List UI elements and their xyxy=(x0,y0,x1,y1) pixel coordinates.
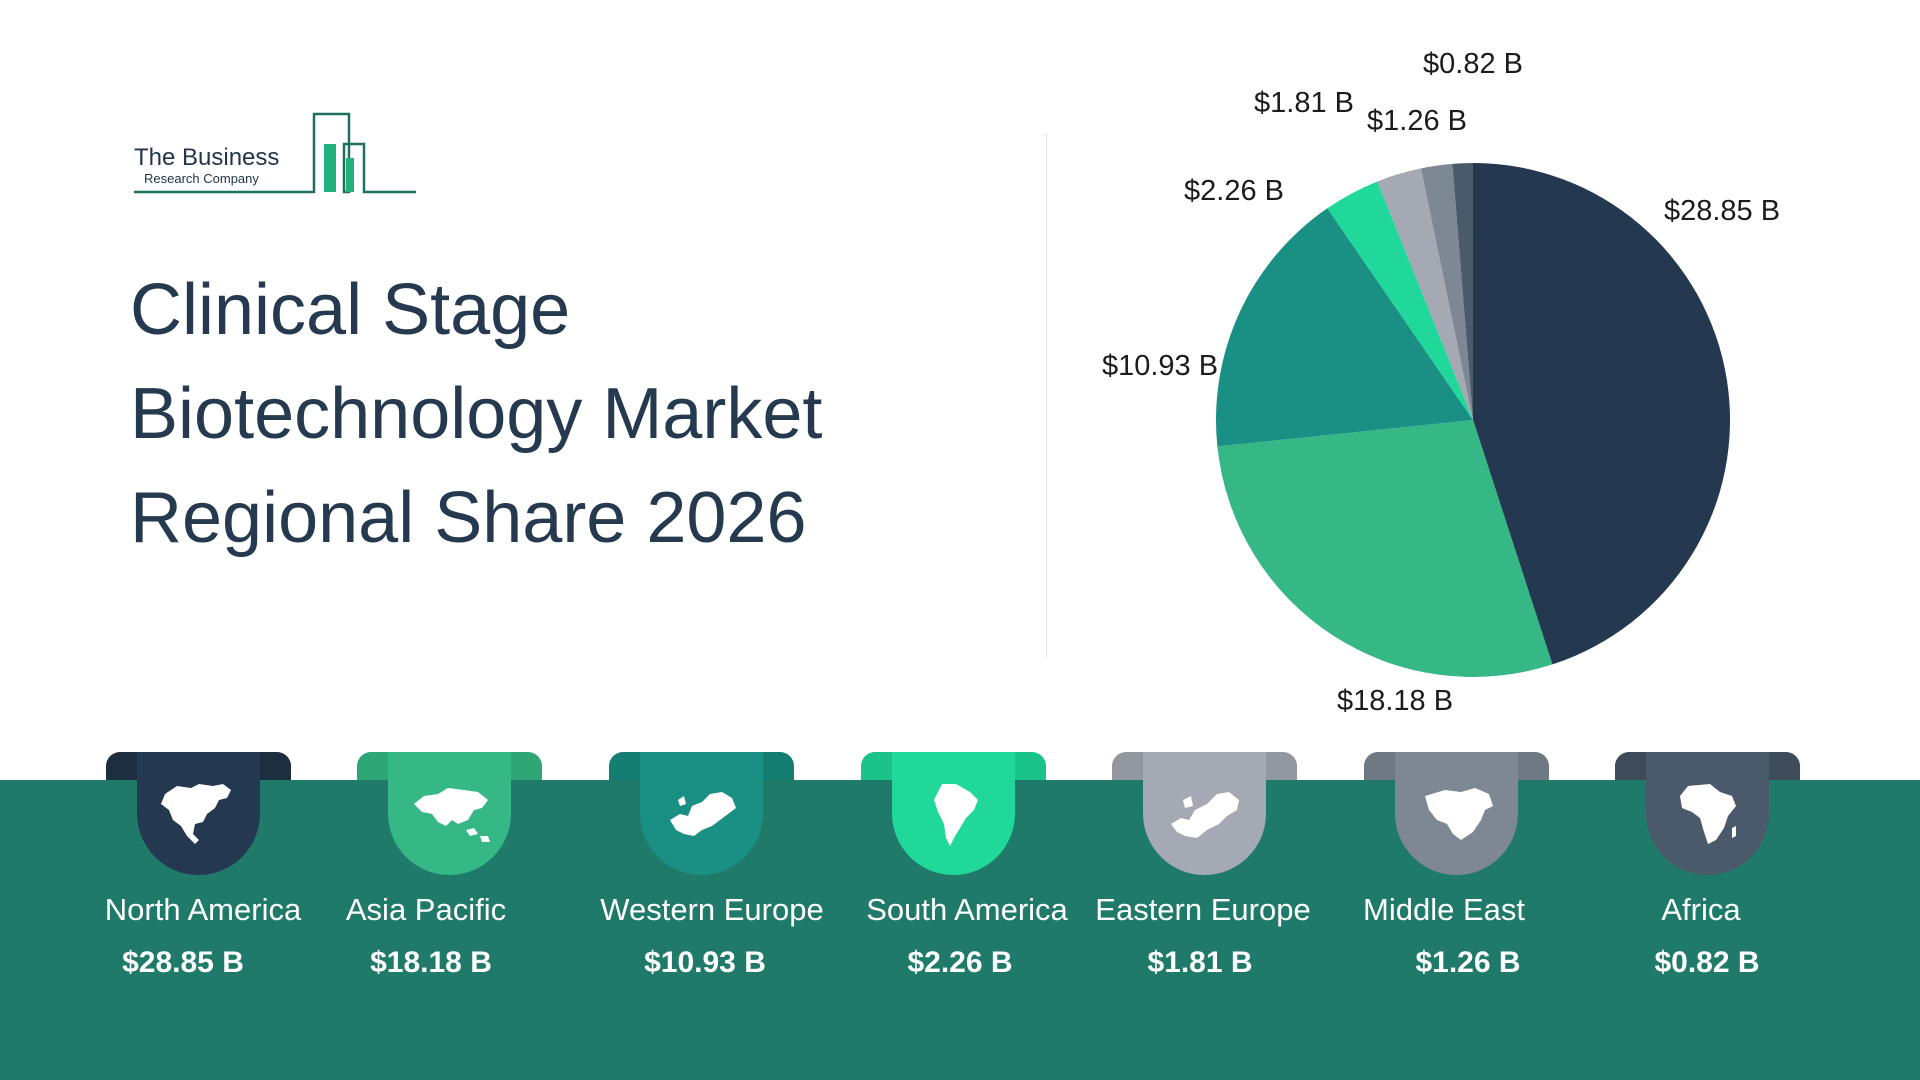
logo-bar-left xyxy=(324,144,336,192)
pie-slice-asia-pacific xyxy=(1217,420,1553,678)
region-name-north-america: North America xyxy=(104,892,302,927)
region-card-eastern-europe xyxy=(1112,752,1297,875)
pie-label-africa: $0.82 B xyxy=(1423,48,1523,80)
region-name-asia-pacific: Asia Pacific xyxy=(345,892,507,927)
region-badge xyxy=(388,752,511,875)
pie-slices xyxy=(1216,163,1731,678)
region-card-south-america xyxy=(861,752,1046,875)
middle-east-map-icon xyxy=(1424,787,1493,840)
pie-label-western-europe: $10.93 B xyxy=(1102,350,1218,382)
region-card-north-america xyxy=(106,752,291,875)
pie-slice-western-europe xyxy=(1216,208,1473,447)
region-badge xyxy=(1646,752,1769,875)
region-card-asia-pacific xyxy=(357,752,542,875)
region-name-africa: Africa xyxy=(1661,892,1741,927)
region-name-eastern-europe: Eastern Europe xyxy=(1095,892,1311,927)
company-logo xyxy=(134,112,416,194)
logo-company-name: The Business xyxy=(134,144,280,171)
region-value-africa: $0.82 B xyxy=(1654,946,1760,979)
pie-label-south-america: $2.26 B xyxy=(1184,175,1284,207)
region-name-middle-east: Middle East xyxy=(1363,892,1525,927)
logo-company-subtitle: Research Company xyxy=(144,171,259,186)
region-badge xyxy=(1143,752,1266,875)
vertical-divider xyxy=(1046,133,1047,658)
pie-slice-eastern-europe xyxy=(1377,168,1473,420)
region-value-south-america: $2.26 B xyxy=(907,946,1013,979)
pie-label-eastern-europe: $1.81 B xyxy=(1254,87,1354,119)
pie-slice-africa xyxy=(1452,163,1473,420)
eastern-europe-map-icon xyxy=(1170,791,1239,838)
pie-label-asia-pacific: $18.18 B xyxy=(1337,685,1453,717)
pie-chart: $28.85 B $18.18 B $10.93 B $2.26 B $1.81 B $1… xyxy=(1102,48,1780,717)
africa-map-icon xyxy=(1679,783,1736,844)
region-name-western-europe: Western Europe xyxy=(600,892,824,927)
south-america-map-icon xyxy=(933,783,978,846)
title-line-3: Regional Share 2026 xyxy=(130,478,807,558)
region-badge xyxy=(892,752,1015,875)
page-title: Clinical Stage Biotechnology Market Regi… xyxy=(130,258,890,570)
pie-slice-south-america xyxy=(1327,181,1473,420)
region-badge xyxy=(640,752,763,875)
title-line-2: Biotechnology Market xyxy=(130,374,823,454)
region-name-south-america: South America xyxy=(866,892,1068,927)
region-value-north-america: $28.85 B xyxy=(122,946,244,979)
region-value-eastern-europe: $1.81 B xyxy=(1147,946,1253,979)
region-badge xyxy=(1395,752,1518,875)
region-card-western-europe xyxy=(609,752,794,875)
region-card-africa xyxy=(1615,752,1800,875)
region-card-middle-east xyxy=(1364,752,1549,875)
region-value-middle-east: $1.26 B xyxy=(1415,946,1521,979)
title-line-1: Clinical Stage xyxy=(130,270,571,350)
pie-slice-north-america xyxy=(1473,163,1731,665)
pie-label-middle-east: $1.26 B xyxy=(1367,105,1467,137)
pie-slice-middle-east xyxy=(1420,163,1473,420)
north-america-map-icon xyxy=(160,783,231,844)
pie-label-north-america: $28.85 B xyxy=(1664,195,1780,227)
logo-bar-right xyxy=(346,158,354,192)
asia-map-icon xyxy=(413,787,490,842)
region-badge xyxy=(137,752,260,875)
western-europe-map-icon xyxy=(669,791,736,836)
region-value-western-europe: $10.93 B xyxy=(644,946,766,979)
region-value-asia-pacific: $18.18 B xyxy=(370,946,492,979)
pie-labels: $28.85 B $18.18 B $10.93 B $2.26 B $1.81 B $1… xyxy=(1102,48,1780,717)
